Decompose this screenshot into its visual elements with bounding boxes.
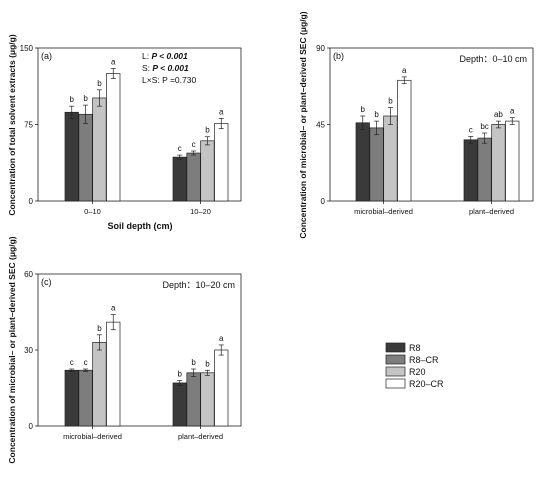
y-tick-label: 75 (24, 121, 33, 130)
bar (64, 111, 79, 202)
legend: R8 R8–CR R20 R20–CR (385, 342, 444, 389)
legend-label: R8 (409, 343, 421, 353)
stat-annotation-p: P < 0.001 (151, 51, 188, 61)
stat-annotation: L×S: P =0.730 (142, 75, 196, 85)
bar (200, 372, 215, 427)
bar (214, 349, 229, 427)
significance-letter: b (178, 369, 183, 378)
y-tick-label: 30 (24, 346, 33, 355)
bar (214, 123, 229, 202)
y-axis-label: Concentration of total solvent extracts … (7, 34, 17, 216)
x-axis-label: Soil depth (cm) (108, 221, 173, 231)
significance-letter: b (361, 105, 366, 114)
bar (355, 122, 370, 202)
bar (383, 115, 398, 202)
significance-letter: b (374, 110, 379, 119)
significance-letter: a (111, 57, 116, 66)
significance-letter: b (70, 95, 75, 104)
significance-letter: c (70, 358, 74, 367)
stat-annotation-prefix: L×S: (142, 75, 162, 85)
legend-swatch (385, 378, 406, 389)
significance-letter: b (205, 359, 210, 368)
bar (463, 139, 478, 202)
legend-swatch (385, 354, 406, 365)
significance-letter: a (219, 334, 224, 343)
stat-annotation-p: P =0.730 (162, 75, 196, 85)
significance-letter: a (111, 304, 116, 313)
bar (369, 127, 384, 202)
y-tick-label: 0 (29, 422, 34, 431)
legend-swatch (385, 366, 406, 377)
bar (172, 382, 187, 427)
y-axis-label: Concentration of microbial– or plant–der… (298, 11, 308, 238)
y-tick-label: 150 (20, 44, 34, 53)
legend-swatch (385, 342, 406, 353)
stat-annotation-prefix: L: (142, 51, 151, 61)
bar (78, 369, 93, 427)
significance-letter: c (469, 125, 473, 134)
y-axis-label: Concentration of microbial– or plant–der… (7, 236, 17, 463)
significance-letter: c (84, 358, 88, 367)
y-tick-label: 0 (321, 197, 326, 206)
significance-letter: b (191, 358, 196, 367)
significance-letter: b (388, 97, 393, 106)
bar (477, 137, 492, 202)
stat-annotation-prefix: S: (142, 63, 152, 73)
significance-letter: b (97, 324, 102, 333)
panel-label: (b) (333, 51, 344, 61)
bar (186, 152, 201, 202)
bar (397, 79, 412, 202)
bar (92, 342, 107, 427)
x-tick-label: plant–derived (178, 432, 223, 441)
bar (106, 73, 121, 202)
bar (78, 113, 93, 202)
chart-title: Depth：0–10 cm (459, 54, 527, 64)
legend-label: R20 (409, 367, 426, 377)
bar (64, 369, 79, 427)
chart-title: Depth：10–20 cm (162, 280, 235, 290)
significance-letter: b (205, 126, 210, 135)
x-tick-label: microbial–derived (63, 432, 122, 441)
legend-label: R8–CR (409, 355, 439, 365)
y-tick-label: 0 (29, 197, 34, 206)
legend-label: R20–CR (409, 379, 444, 389)
x-tick-label: plant–derived (469, 207, 514, 216)
significance-letter: c (192, 140, 196, 149)
y-tick-label: 60 (24, 270, 33, 279)
significance-letter: c (178, 144, 182, 153)
significance-letter: a (219, 107, 224, 116)
significance-letter: b (83, 94, 88, 103)
y-tick-label: 45 (316, 121, 325, 130)
x-tick-label: microbial–derived (354, 207, 413, 216)
stat-annotation: S: P < 0.001 (142, 63, 189, 73)
bar (505, 120, 520, 202)
bar (172, 156, 187, 202)
panel-label: (c) (41, 277, 52, 287)
panel-label: (a) (41, 51, 52, 61)
x-tick-label: 10–20 (190, 207, 211, 216)
x-tick-label: 0–10 (84, 207, 101, 216)
bar (491, 124, 506, 202)
y-tick-label: 90 (316, 44, 325, 53)
significance-letter: a (510, 107, 515, 116)
stat-annotation-p: P < 0.001 (152, 63, 189, 73)
bar (106, 321, 121, 427)
stat-annotation: L: P < 0.001 (142, 51, 188, 61)
significance-letter: b (97, 79, 102, 88)
significance-letter: ab (494, 110, 503, 119)
bar (200, 140, 215, 202)
significance-letter: a (402, 66, 407, 75)
bar (92, 97, 107, 202)
bar (186, 372, 201, 427)
significance-letter: bc (480, 122, 488, 131)
